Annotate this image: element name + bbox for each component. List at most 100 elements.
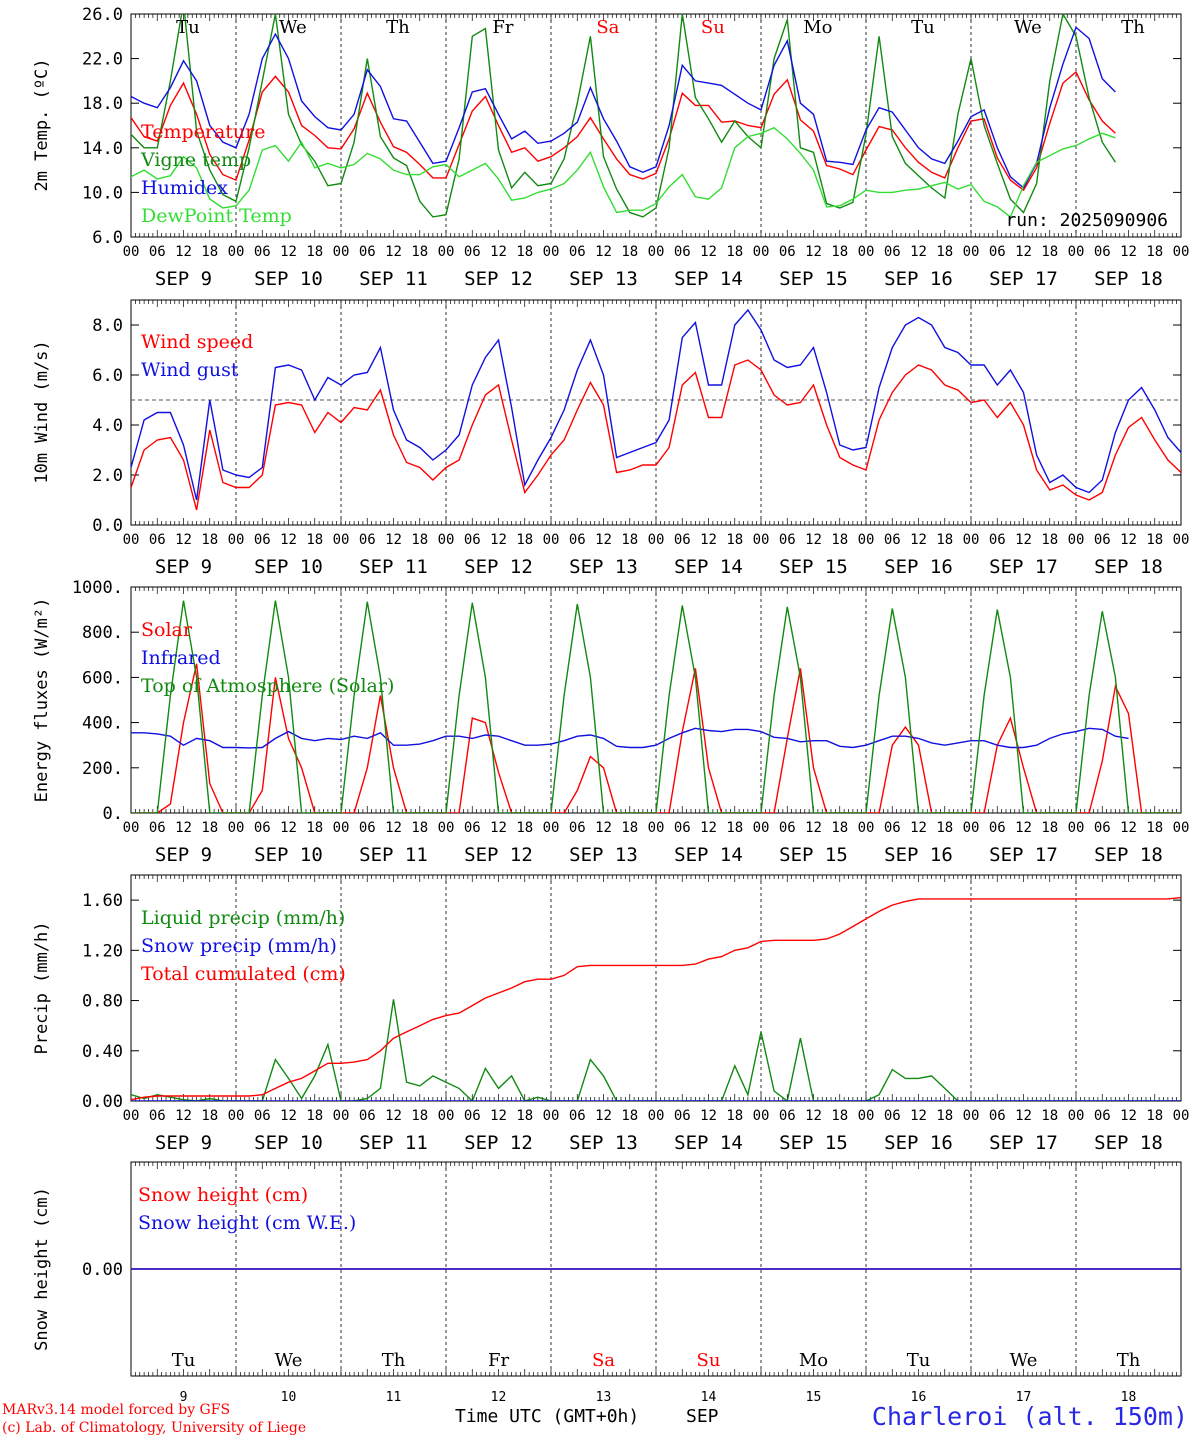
hour-label: 00 [438,1108,455,1124]
hour-label: 18 [201,532,218,548]
hour-label: 18 [516,532,533,548]
y-tick-label: 0. [103,804,123,824]
date-label: SEP 10 [254,844,323,866]
day-number-label: 16 [911,1390,927,1405]
hour-label: 00 [543,532,560,548]
station-title: Charleroi (alt. 150m) [871,1402,1188,1431]
legend-entry: Solar [141,619,193,641]
hour-label: 18 [1041,820,1058,836]
day-number-label: 9 [180,1390,188,1405]
hour-label: 18 [1146,820,1163,836]
hour-label: 06 [779,532,796,548]
hour-label: 12 [1015,532,1032,548]
hour-label: 12 [910,820,927,836]
hour-label: 06 [569,1108,586,1124]
hour-label: 00 [648,820,665,836]
hour-label: 06 [464,1108,481,1124]
hour-label: 06 [569,820,586,836]
legend-entry: Vigne temp [140,149,251,171]
date-label: SEP 9 [155,844,212,866]
legend-entry: DewPoint Temp [141,205,292,227]
hour-label: 18 [1041,1108,1058,1124]
date-label: SEP 15 [779,844,848,866]
hour-label: 12 [385,1108,402,1124]
hour-label: 00 [858,244,875,260]
run-annotation: run: 2025090906 [1005,210,1168,231]
weekday-label: Tu [907,1350,931,1371]
hour-label: 06 [884,532,901,548]
hour-label: 00 [228,244,245,260]
day-number-label: 14 [701,1390,717,1405]
hour-label: 18 [621,532,638,548]
weekday-label: Fr [488,1350,509,1371]
y-axis-label: Energy fluxes (W/m²) [32,598,52,803]
y-tick-label: 0.00 [82,1260,123,1280]
hour-label: 12 [175,532,192,548]
hour-label: 00 [333,532,350,548]
hour-label: 12 [1120,244,1137,260]
hour-label: 06 [779,244,796,260]
hour-label: 18 [1146,1108,1163,1124]
hour-label: 00 [333,1108,350,1124]
hour-label: 18 [1146,532,1163,548]
date-label: SEP 17 [989,556,1058,578]
date-label: SEP 14 [674,268,743,290]
series-line-infrared [131,727,1129,749]
hour-label: 00 [1173,1108,1190,1124]
hour-label: 12 [700,244,717,260]
hour-label: 12 [280,532,297,548]
hour-label: 12 [910,1108,927,1124]
weekday-label: We [1010,1350,1038,1371]
hour-label: 18 [306,244,323,260]
hour-label: 12 [805,532,822,548]
hour-label: 06 [149,244,166,260]
hour-label: 00 [438,532,455,548]
legend-entry: Temperature [141,121,265,143]
weekday-label: Tu [911,17,935,38]
hour-label: 06 [989,532,1006,548]
hour-label: 12 [595,532,612,548]
hour-label: 00 [228,532,245,548]
date-label: SEP 18 [1094,1132,1163,1154]
legend-entry: Wind speed [141,331,253,353]
legend-entry: Snow height (cm W.E.) [138,1212,356,1234]
hour-label: 06 [989,244,1006,260]
hour-label: 12 [1015,244,1032,260]
date-label: SEP 9 [155,1132,212,1154]
month-label: SEP [686,1406,719,1427]
y-tick-label: 14.0 [82,139,123,159]
hour-label: 06 [149,532,166,548]
day-number-label: 18 [1121,1390,1137,1405]
date-label: SEP 17 [989,1132,1058,1154]
hour-label: 12 [385,820,402,836]
date-label: SEP 15 [779,1132,848,1154]
hour-label: 18 [726,1108,743,1124]
y-tick-label: 0.40 [82,1042,123,1062]
y-axis-label: 2m Temp. (ºC) [32,58,52,191]
y-tick-label: 6.0 [92,228,123,248]
date-label: SEP 17 [989,844,1058,866]
weekday-label: Th [1121,17,1145,38]
hour-label: 06 [884,1108,901,1124]
y-tick-label: 8.0 [92,316,123,336]
legend-entry: Infrared [141,647,221,669]
hour-label: 06 [464,820,481,836]
hour-label: 06 [674,532,691,548]
hour-label: 06 [1094,1108,1111,1124]
hour-label: 06 [359,244,376,260]
hour-label: 00 [753,820,770,836]
series-line-vigne-temp [131,14,1116,218]
hour-label: 00 [753,532,770,548]
weekday-label: Su [697,1350,721,1371]
hour-label: 18 [831,532,848,548]
date-label: SEP 16 [884,844,953,866]
hour-label: 18 [936,532,953,548]
hour-label: 18 [936,244,953,260]
date-label: SEP 12 [464,844,533,866]
date-label: SEP 17 [989,268,1058,290]
hour-label: 12 [700,532,717,548]
hour-label: 00 [753,244,770,260]
plot-frame [130,299,1182,526]
hour-label: 12 [910,532,927,548]
hour-label: 12 [805,1108,822,1124]
